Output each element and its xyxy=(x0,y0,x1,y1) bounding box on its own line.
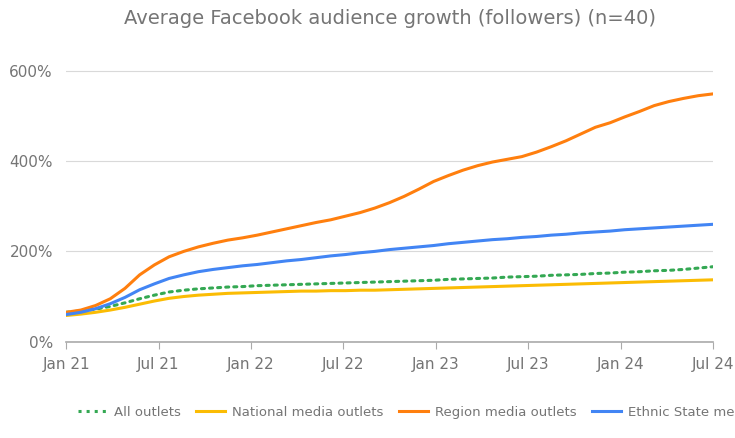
Title: Average Facebook audience growth (followers) (n=40): Average Facebook audience growth (follow… xyxy=(123,9,656,28)
Legend: All outlets, National media outlets, Region media outlets, Ethnic State media ou: All outlets, National media outlets, Reg… xyxy=(73,401,735,424)
